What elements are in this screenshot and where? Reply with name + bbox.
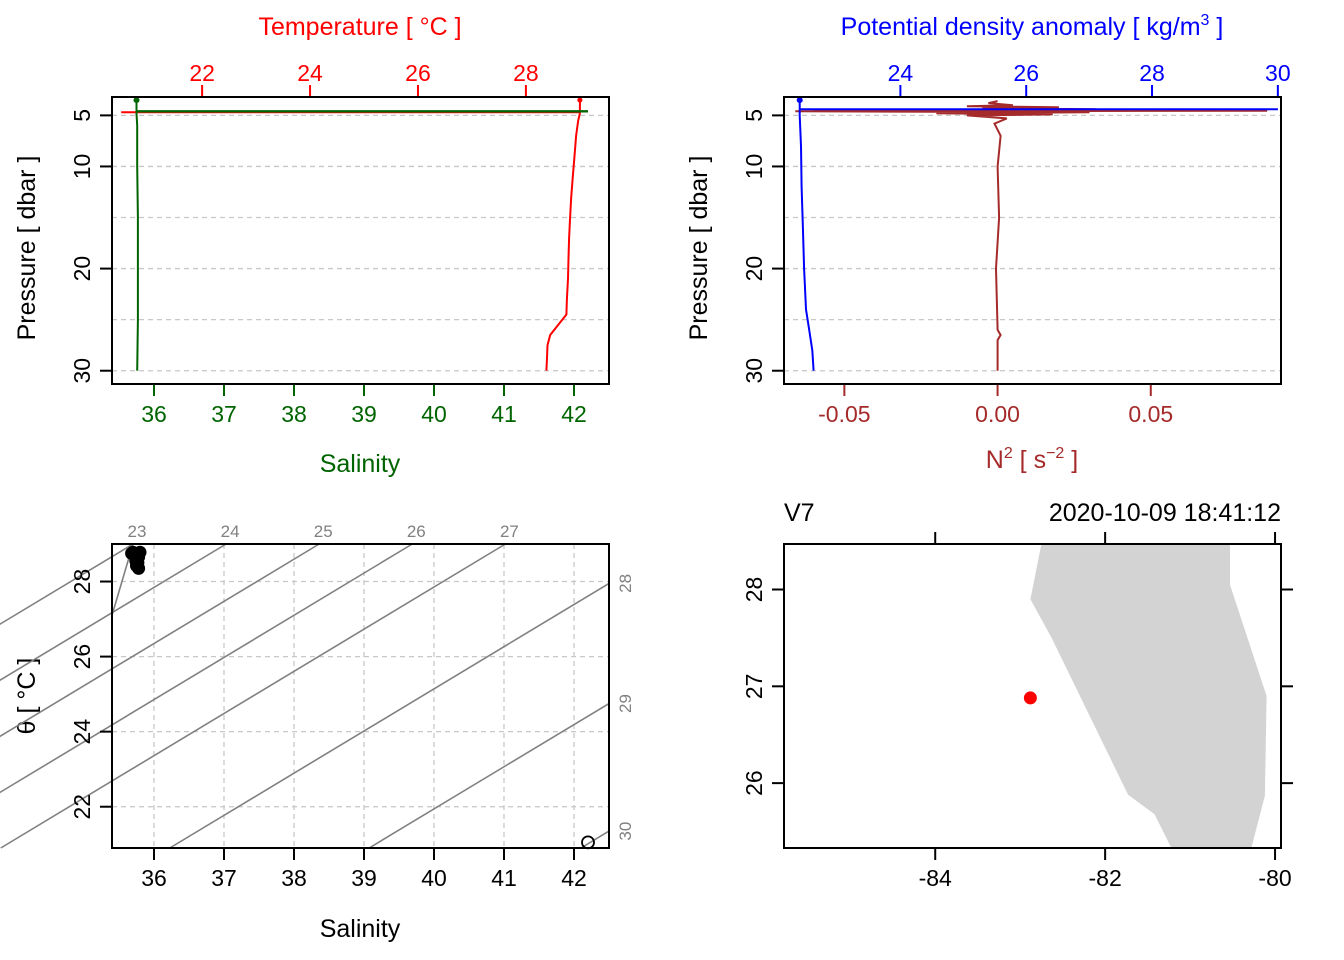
n2-axis-title: N2 [ s−2 ]: [986, 445, 1078, 474]
plot-frame: [783, 543, 1282, 849]
x-tick-label: 38: [281, 865, 307, 891]
temperature-start-point: [577, 97, 583, 103]
isopycnal-line: [169, 582, 610, 849]
x-tick-label: 40: [421, 865, 447, 891]
x-tick-label: 36: [141, 865, 167, 891]
x-tick-label: 41: [491, 865, 517, 891]
y-tick-label: 5: [741, 109, 767, 122]
isopycnal-label: 23: [128, 522, 147, 541]
n2-tick-label: -0.05: [818, 401, 870, 427]
ts-outlier-point: [581, 835, 595, 850]
x-tick-label: 37: [211, 865, 237, 891]
temperature-tick-label: 22: [189, 60, 215, 86]
isopycnal-label: 30: [616, 822, 635, 841]
plot-frame: [111, 543, 610, 849]
y-tick-label: 5: [69, 109, 95, 122]
y-tick-label: 28: [69, 569, 95, 595]
y-tick-label: 10: [69, 154, 95, 180]
station-map-panel: V7 2020-10-09 18:41:12 -84 -82 -80 26 27 28: [741, 499, 1293, 891]
station-time: 2020-10-09 18:41:12: [1049, 499, 1281, 527]
station-point: [1023, 691, 1037, 705]
latitude-tick-label: 28: [741, 577, 767, 603]
isopycnal-line: [0, 543, 413, 794]
density-tick-label: 30: [1265, 60, 1291, 86]
isopycnal-label: 29: [616, 694, 635, 713]
salinity-axis-title: Salinity: [320, 915, 401, 943]
isopycnal-line: [0, 543, 134, 626]
isopycnal-label: 26: [407, 522, 426, 541]
isopycnal-label: 24: [221, 522, 240, 541]
salinity-tick-label: 40: [421, 401, 447, 427]
isopycnal-line: [368, 702, 610, 849]
salinity-tick-label: 37: [211, 401, 237, 427]
salinity-tick-label: 41: [491, 401, 517, 427]
x-tick-label: 39: [351, 865, 377, 891]
y-tick-label: 10: [741, 154, 767, 180]
temperature-tick-label: 24: [297, 60, 323, 86]
isopycnal-label: 25: [314, 522, 333, 541]
y-tick-label: 30: [741, 358, 767, 384]
pressure-axis-title: Pressure [ dbar ]: [685, 156, 713, 341]
y-tick-label: 22: [69, 794, 95, 820]
ts-point: [132, 561, 146, 575]
longitude-tick-label: -84: [919, 865, 952, 891]
isopycnal-line: [0, 543, 506, 849]
n2-tick-label: 0.00: [975, 401, 1020, 427]
salinity-axis-title: Salinity: [320, 450, 401, 478]
density-tick-label: 28: [1139, 60, 1165, 86]
latitude-tick-label: 27: [741, 674, 767, 700]
longitude-tick-label: -82: [1089, 865, 1122, 891]
temperature-line: [545, 100, 581, 371]
density-tick-label: 24: [888, 60, 914, 86]
temperature-salinity-profile-panel: Temperature [ °C ] Salinity Pressure [ d…: [13, 13, 610, 478]
pressure-axis-title: Pressure [ dbar ]: [13, 156, 41, 341]
density-n2-profile-panel: Potential density anomaly [ kg/m3 ] N2 […: [685, 12, 1291, 474]
salinity-tick-label: 36: [141, 401, 167, 427]
density-start-point: [796, 97, 803, 104]
salinity-start-point: [133, 97, 140, 104]
temperature-tick-label: 28: [513, 60, 539, 86]
y-tick-label: 26: [69, 644, 95, 670]
isopycnal-line: [0, 543, 227, 682]
plot-frame: [783, 96, 1282, 385]
y-tick-label: 24: [69, 719, 95, 745]
salinity-line: [135, 100, 139, 371]
station-name: V7: [784, 499, 815, 527]
density-line: [798, 100, 815, 371]
n2-tick-label: 0.05: [1128, 401, 1173, 427]
temperature-tick-label: 26: [405, 60, 431, 86]
salinity-tick-label: 38: [281, 401, 307, 427]
isopycnal-label: 27: [500, 522, 519, 541]
isopycnal-line: [0, 543, 320, 738]
isopycnal-label: 28: [616, 574, 635, 593]
salinity-tick-label: 39: [351, 401, 377, 427]
density-tick-label: 26: [1013, 60, 1039, 86]
temperature-axis-title: Temperature [ °C ]: [258, 13, 461, 41]
y-tick-label: 20: [69, 256, 95, 282]
plot-frame: [111, 96, 610, 385]
latitude-tick-label: 26: [741, 770, 767, 796]
land-polygon: [1030, 544, 1267, 848]
n2-line: [795, 100, 1268, 371]
salinity-tick-label: 42: [561, 401, 587, 427]
ts-point: [133, 545, 147, 559]
y-tick-label: 20: [741, 256, 767, 282]
x-tick-label: 42: [561, 865, 587, 891]
isopycnal-line: [580, 830, 610, 849]
y-tick-label: 30: [69, 358, 95, 384]
longitude-tick-label: -80: [1258, 865, 1291, 891]
density-axis-title: Potential density anomaly [ kg/m3 ]: [841, 12, 1224, 41]
